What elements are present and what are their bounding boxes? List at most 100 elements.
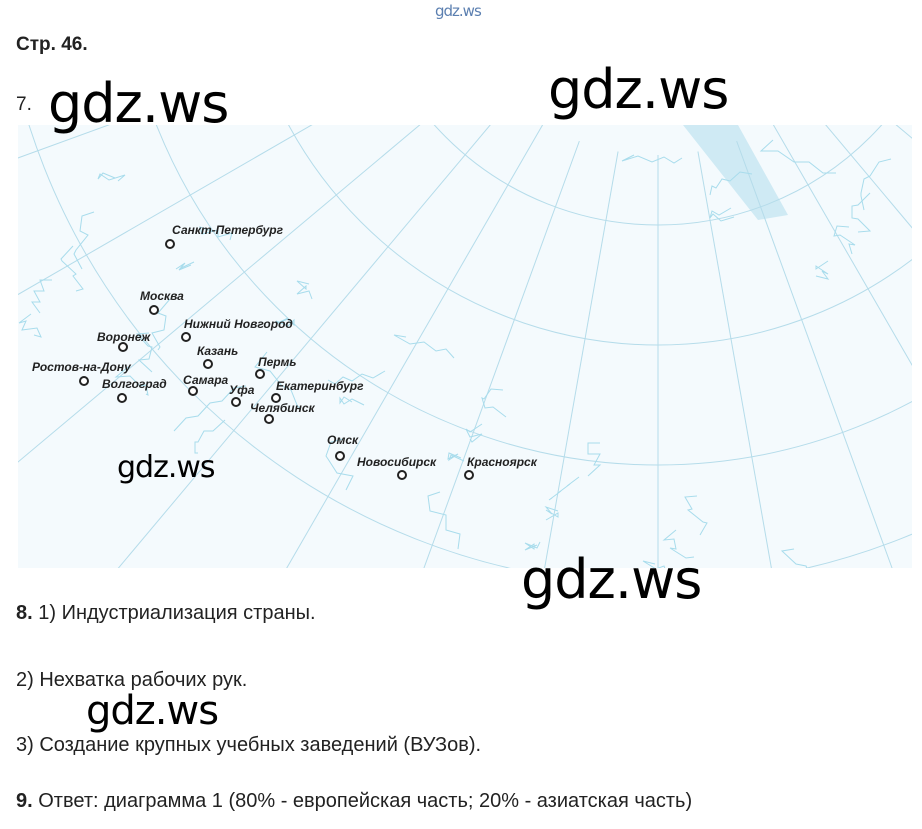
river — [642, 560, 666, 568]
task8-number: 8. — [16, 602, 33, 624]
river — [275, 317, 295, 327]
river — [199, 226, 233, 241]
task8-line-2: 2) Нехватка рабочих рук. — [16, 669, 248, 691]
river — [427, 491, 461, 550]
parallel — [155, 125, 912, 466]
city-marker — [181, 332, 191, 342]
river — [851, 192, 872, 233]
city-label: Ростов-на-Дону — [32, 360, 131, 374]
city-marker — [271, 393, 281, 403]
river — [114, 366, 149, 396]
page-label: Стр. 46. — [16, 34, 88, 55]
river — [254, 351, 301, 410]
river — [587, 442, 602, 477]
city-label: Уфа — [229, 383, 255, 397]
city-label: Самара — [183, 373, 229, 387]
river — [465, 423, 483, 443]
river — [60, 245, 84, 292]
river — [194, 419, 226, 454]
answer-text: Ответ: диаграмма 1 (80% - европейская ча… — [38, 790, 693, 812]
river — [73, 211, 95, 270]
river — [135, 332, 153, 373]
city-label: Пермь — [258, 355, 297, 369]
city-label: Омск — [327, 433, 359, 447]
river — [327, 370, 386, 385]
meridian — [874, 125, 912, 233]
meridian — [18, 125, 421, 463]
map-lines — [18, 125, 912, 568]
river — [759, 139, 836, 174]
river — [325, 438, 354, 491]
task7-number: 7. — [16, 94, 32, 115]
city-label: Волгоград — [102, 377, 167, 391]
meridian — [423, 140, 580, 568]
river — [97, 172, 126, 182]
meridian — [772, 125, 912, 366]
river — [684, 495, 708, 536]
answer-text: 1) Индустриализация страны. — [38, 602, 316, 624]
watermark: gdz.ws — [117, 450, 216, 485]
river — [548, 476, 580, 501]
river — [31, 279, 52, 314]
river — [339, 396, 365, 406]
river — [173, 385, 247, 432]
city-label: Красноярск — [467, 455, 537, 469]
river — [709, 171, 753, 196]
watermark: gdz.ws — [521, 548, 702, 611]
sea-area — [683, 125, 788, 220]
river — [175, 261, 195, 271]
city-label: Новосибирск — [357, 455, 437, 469]
river — [709, 207, 735, 222]
meridian — [825, 125, 912, 229]
city-label: Санкт-Петербург — [172, 223, 283, 237]
river — [860, 158, 892, 211]
river — [393, 334, 455, 359]
parallel — [288, 125, 912, 346]
task8-line-1: 8. 1) Индустриализация страны. — [16, 602, 316, 625]
parallel — [28, 125, 912, 568]
meridian — [857, 125, 912, 375]
river — [524, 541, 541, 551]
meridian — [697, 151, 772, 568]
watermark: gdz.ws — [86, 688, 219, 734]
parallel — [433, 125, 883, 226]
city-marker — [149, 305, 159, 315]
watermark: gdz.ws — [548, 58, 729, 121]
city-marker — [165, 239, 175, 249]
river — [833, 225, 856, 255]
city-marker — [118, 342, 128, 352]
city-label: Нижний Новгород — [184, 317, 293, 331]
city-label: Казань — [197, 344, 239, 358]
city-label: Москва — [140, 289, 184, 303]
city-marker — [117, 393, 127, 403]
river — [296, 280, 313, 300]
city-marker — [255, 369, 265, 379]
task8-line-3: 3) Создание крупных учебных заведений (В… — [16, 734, 482, 756]
task9-number: 9. — [16, 790, 33, 812]
meridian — [18, 125, 313, 296]
city-marker — [203, 359, 213, 369]
city-label: Челябинск — [250, 401, 315, 415]
map-of-russia: Санкт-Петербург Москва Нижний Новгород Воро… — [18, 125, 912, 568]
river — [815, 260, 830, 280]
city-label: Воронеж — [97, 330, 151, 344]
watermark-small: gdz.ws — [435, 2, 482, 20]
city-marker — [79, 376, 89, 386]
river — [621, 154, 683, 164]
river — [18, 313, 42, 338]
city-marker — [188, 386, 198, 396]
task9-line: 9. Ответ: диаграмма 1 (80% - европейская… — [16, 790, 692, 813]
city-label: Екатеринбург — [276, 379, 364, 393]
city-marker — [335, 451, 345, 461]
city-marker — [464, 470, 474, 480]
river — [481, 388, 507, 418]
city-marker — [397, 470, 407, 480]
meridian — [736, 140, 893, 568]
river — [780, 548, 808, 568]
river — [662, 529, 695, 559]
city-marker — [264, 414, 274, 424]
city-marker — [231, 397, 241, 407]
meridian — [544, 151, 619, 568]
river — [544, 505, 559, 521]
meridian — [286, 125, 544, 568]
